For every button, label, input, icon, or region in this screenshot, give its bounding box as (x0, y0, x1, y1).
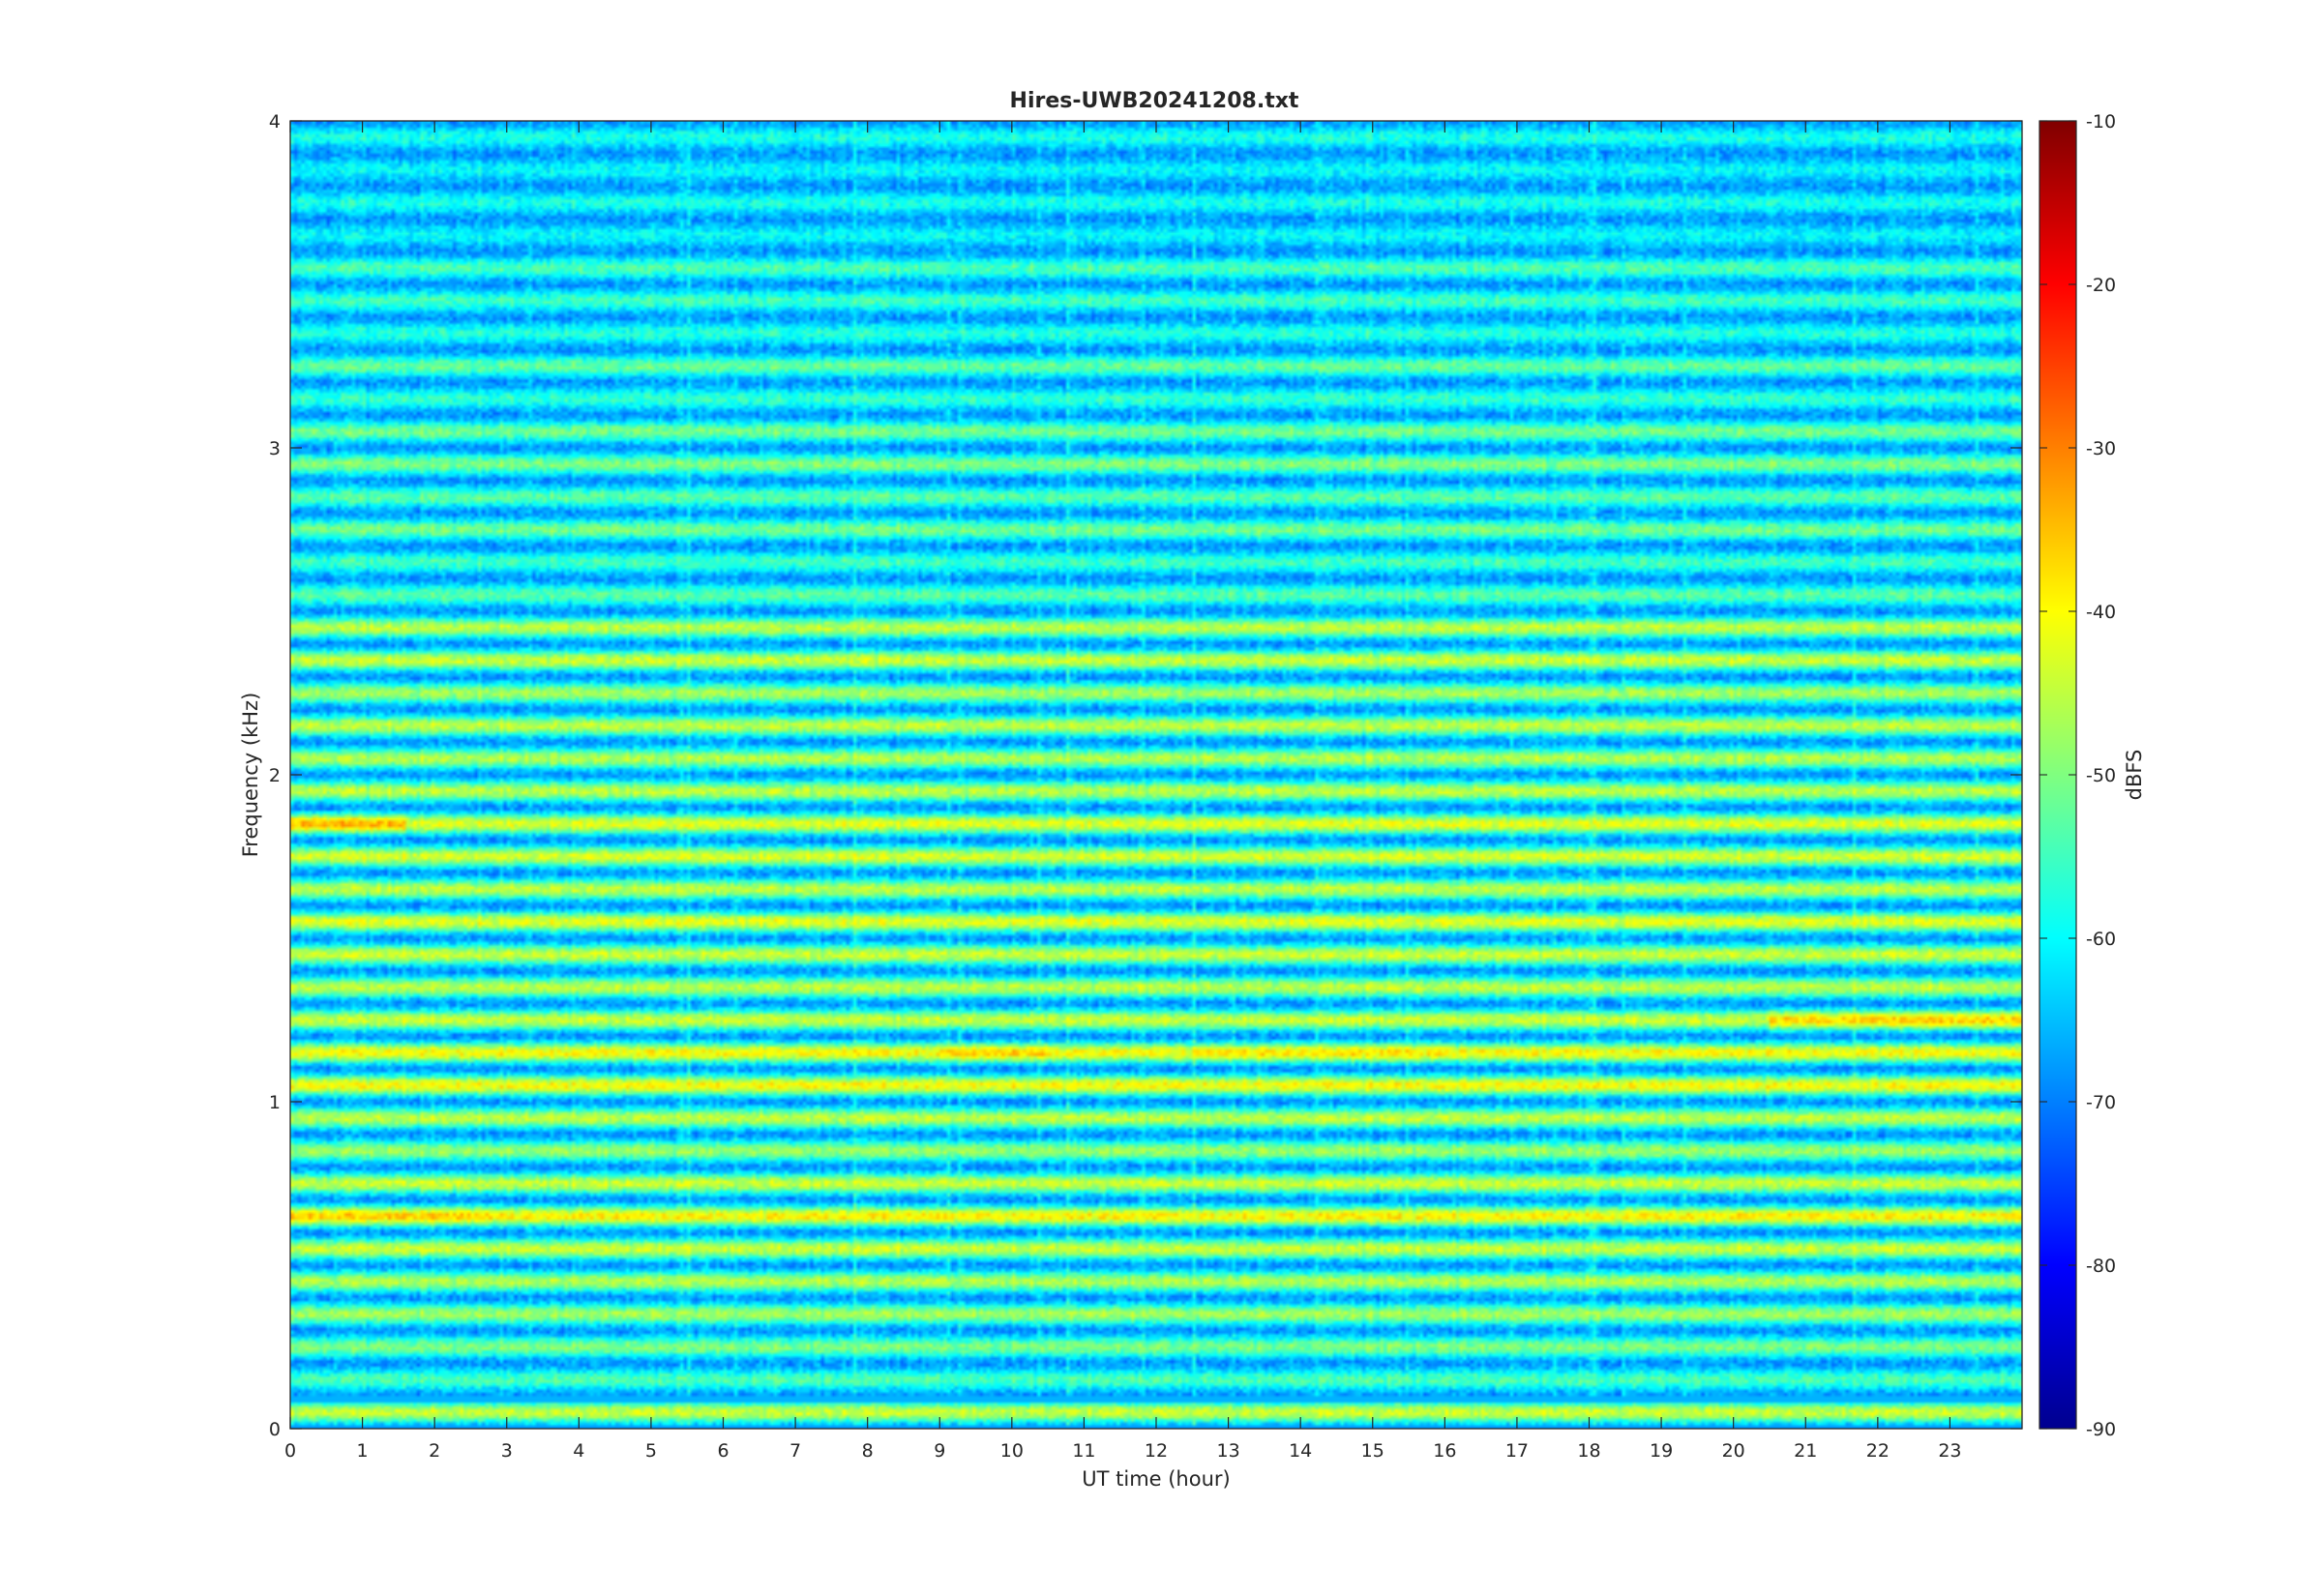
colorbar: -90 -80 -70 -60 -50 -40 -30 -20 -10 dBFS (2039, 111, 2146, 1440)
x-tick-label: 4 (573, 1440, 584, 1462)
y-tick-label: 2 (269, 765, 281, 786)
x-tick-label: 21 (1794, 1440, 1817, 1462)
x-tick-label: 15 (1361, 1440, 1384, 1462)
colorbar-tick-label: -70 (2086, 1092, 2116, 1113)
x-tick-label: 1 (357, 1440, 369, 1462)
x-tick-label: 10 (1000, 1440, 1024, 1462)
x-tick-label: 9 (934, 1440, 945, 1462)
x-tick-label: 2 (429, 1440, 440, 1462)
x-tick-label: 11 (1072, 1440, 1095, 1462)
y-tick-label: 1 (269, 1092, 281, 1113)
x-tick-label: 0 (284, 1440, 296, 1462)
x-tick-label: 18 (1577, 1440, 1600, 1462)
x-axis-label: UT time (hour) (1082, 1467, 1230, 1491)
x-tick-label: 6 (717, 1440, 729, 1462)
y-tick-label: 4 (269, 111, 281, 133)
x-tick-label: 14 (1289, 1440, 1312, 1462)
colorbar-tick-label: -20 (2086, 275, 2116, 296)
x-tick-label: 5 (645, 1440, 657, 1462)
colorbar-tick-label: -40 (2086, 602, 2116, 623)
y-axis-ticks: 0 1 2 3 4 (269, 111, 2022, 1440)
spectrogram-heatmap (290, 121, 2022, 1429)
colorbar-tick-label: -30 (2086, 438, 2116, 459)
colorbar-tick-label: -10 (2086, 111, 2116, 133)
colorbar-tick-label: -50 (2086, 765, 2116, 786)
x-tick-label: 3 (501, 1440, 513, 1462)
y-tick-label: 0 (269, 1419, 281, 1440)
x-tick-label: 7 (789, 1440, 801, 1462)
chart-title: Hires-UWB20241208.txt (1010, 89, 1299, 113)
x-tick-label: 12 (1145, 1440, 1168, 1462)
x-tick-label: 8 (862, 1440, 874, 1462)
x-tick-label: 19 (1650, 1440, 1673, 1462)
x-axis-ticks: 0 1 2 3 4 5 6 7 8 9 10 11 12 13 14 15 16 17 18 19 20 21 22 23 (284, 121, 1962, 1462)
spectrogram-image (290, 121, 2022, 1429)
x-tick-label: 20 (1722, 1440, 1745, 1462)
x-tick-label: 23 (1938, 1440, 1961, 1462)
x-tick-label: 16 (1433, 1440, 1456, 1462)
y-axis-label: Frequency (kHz) (239, 693, 262, 858)
colorbar-tick-label: -90 (2086, 1419, 2116, 1440)
colorbar-tick-label: -80 (2086, 1256, 2116, 1277)
x-tick-label: 22 (1866, 1440, 1890, 1462)
colorbar-ticks: -90 -80 -70 -60 -50 -40 -30 -20 -10 (2039, 111, 2116, 1440)
colorbar-label: dBFS (2123, 750, 2146, 801)
x-tick-label: 13 (1216, 1440, 1239, 1462)
y-tick-label: 3 (269, 438, 281, 459)
x-tick-label: 17 (1505, 1440, 1529, 1462)
colorbar-tick-label: -60 (2086, 929, 2116, 950)
